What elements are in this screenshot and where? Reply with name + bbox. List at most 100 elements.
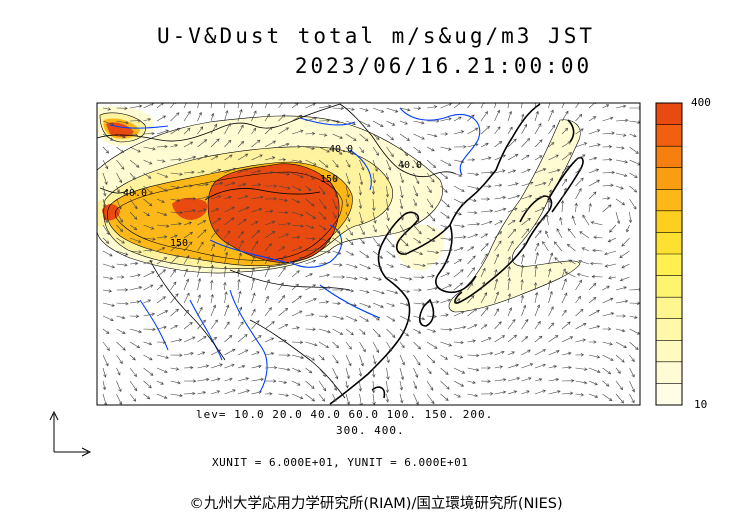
wind-vector [494, 195, 506, 200]
wind-vector [156, 354, 170, 359]
wind-vector [548, 189, 552, 200]
wind-vector [116, 315, 126, 320]
wind-vector [521, 123, 527, 135]
wind-vector [507, 334, 517, 343]
wind-vector [453, 235, 467, 239]
wind-vector [332, 133, 343, 139]
wind-vector [359, 354, 364, 367]
wind-vector [197, 306, 203, 317]
wind-vector [480, 392, 494, 396]
wind-vector [197, 351, 206, 356]
wind-vector [372, 107, 385, 113]
wind-vector [345, 159, 351, 168]
wind-vector [372, 224, 377, 233]
wind-vector [628, 211, 633, 224]
wind-vector [102, 159, 109, 170]
wind-vector [251, 390, 263, 395]
wind-vector [237, 206, 250, 213]
wind-vector [399, 237, 409, 247]
wind-vector [210, 168, 222, 174]
wind-vector [607, 237, 617, 243]
wind-vector [345, 341, 352, 350]
wind-vector [440, 224, 448, 229]
wind-vector [318, 104, 332, 109]
wind-vector [413, 211, 420, 223]
wind-vector [197, 229, 207, 239]
wind-vector [480, 306, 489, 317]
wind-vector [467, 267, 475, 278]
wind-vector [143, 393, 151, 400]
wind-vector [629, 380, 635, 393]
wind-vector [332, 354, 339, 364]
wind-vector [129, 393, 137, 402]
wind-vector [602, 297, 614, 304]
wind-vector [629, 185, 638, 193]
wind-vector [358, 198, 363, 209]
wind-vector [318, 185, 326, 195]
wind-vector [251, 292, 256, 304]
wind-vector [251, 154, 263, 161]
wind-vector [359, 393, 363, 405]
wind-vector [413, 288, 422, 292]
wind-vector [345, 146, 354, 155]
wind-vector [453, 325, 467, 330]
wind-vector [602, 204, 612, 213]
wind-vector [453, 116, 462, 122]
wind-vector [561, 292, 568, 304]
wind-vector [440, 298, 451, 304]
wind-vector [574, 202, 578, 213]
wind-vector [156, 340, 167, 344]
wind-vector [264, 230, 276, 239]
wind-vector [507, 169, 517, 174]
wind-vector [102, 263, 116, 269]
wind-vector [237, 278, 241, 291]
wind-vector [534, 320, 541, 330]
wind-vector [143, 354, 153, 361]
wind-vector [291, 340, 304, 344]
wind-vector [413, 198, 417, 207]
wind-vector [467, 127, 479, 135]
wind-vector [588, 191, 597, 200]
wind-vector [183, 110, 191, 122]
wind-vector [345, 185, 350, 198]
wind-vector [197, 277, 202, 291]
wind-vector [507, 240, 514, 252]
wind-vector [224, 230, 231, 239]
wind-vector [264, 337, 275, 343]
wind-vector [534, 110, 539, 122]
wind-vector [386, 133, 394, 141]
wind-vector [197, 377, 210, 382]
wind-vector [197, 111, 202, 122]
wind-vector [440, 159, 452, 166]
wind-vector [534, 335, 543, 343]
wind-vector [588, 116, 597, 122]
wind-vector [467, 233, 479, 239]
wind-vector [278, 295, 286, 304]
wind-vector [332, 288, 344, 292]
wind-vector [210, 377, 221, 382]
wind-vector [426, 341, 438, 349]
wind-vector [494, 390, 507, 395]
wind-vector [561, 278, 567, 291]
wind-vector [129, 198, 138, 210]
wind-vector [494, 335, 506, 343]
wind-vector [453, 311, 465, 317]
wind-vector [224, 122, 231, 135]
wind-vector [440, 260, 450, 265]
wind-vector [386, 315, 396, 322]
wind-vector [102, 393, 108, 405]
wind-vector [581, 247, 590, 252]
wind-vector [305, 172, 315, 180]
wind-vector [183, 366, 194, 370]
wind-vector [467, 367, 480, 372]
wind-vector [372, 198, 376, 212]
wind-vector [588, 297, 597, 304]
wind-vector [521, 253, 525, 265]
wind-vector [102, 302, 116, 307]
wind-vector [278, 198, 289, 202]
wind-vector [264, 140, 277, 148]
wind-vector [413, 367, 419, 378]
wind-vector [305, 380, 315, 389]
wind-vector [318, 286, 332, 291]
wind-vector [143, 118, 152, 122]
